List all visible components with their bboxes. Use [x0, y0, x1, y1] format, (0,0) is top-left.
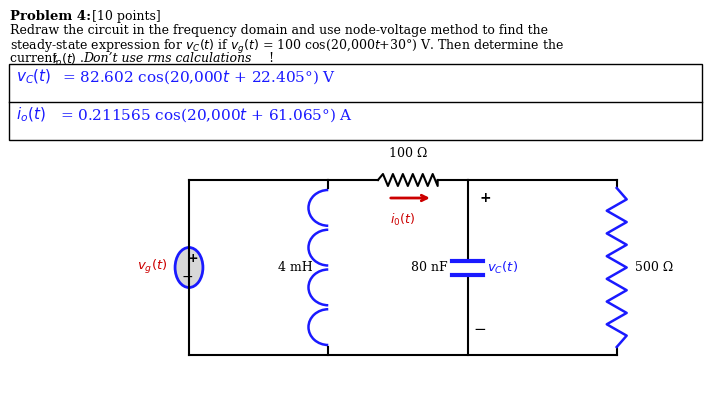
Text: $i_o(t)$: $i_o(t)$	[16, 106, 45, 125]
Text: +: +	[188, 252, 198, 265]
Text: $i_o(t)$: $i_o(t)$	[52, 52, 76, 68]
Text: Problem 4:: Problem 4:	[10, 10, 91, 23]
Text: $v_g(t)$: $v_g(t)$	[137, 258, 167, 276]
Text: = 0.211565 cos(20,000$t$ + 61.065°) A: = 0.211565 cos(20,000$t$ + 61.065°) A	[60, 106, 353, 124]
Text: $i_0(t)$: $i_0(t)$	[390, 212, 415, 228]
Text: Redraw the circuit in the frequency domain and use node-voltage method to find t: Redraw the circuit in the frequency doma…	[10, 24, 548, 37]
Text: [10 points]: [10 points]	[88, 10, 161, 23]
Text: 100 Ω: 100 Ω	[389, 147, 427, 160]
Text: $v_C(t)$: $v_C(t)$	[16, 68, 51, 86]
Text: Don’t use rms calculations: Don’t use rms calculations	[84, 52, 252, 65]
Text: 80 nF: 80 nF	[411, 261, 448, 274]
Text: .: .	[80, 52, 87, 65]
Text: current: current	[10, 52, 61, 65]
Text: = 82.602 cos(20,000$t$ + 22.405°) V: = 82.602 cos(20,000$t$ + 22.405°) V	[62, 68, 336, 86]
Text: −: −	[181, 269, 193, 284]
Text: −: −	[473, 322, 486, 337]
Text: !: !	[269, 52, 274, 65]
Text: $v_C(t)$: $v_C(t)$	[487, 259, 518, 276]
Text: 500 Ω: 500 Ω	[634, 261, 673, 274]
Ellipse shape	[175, 247, 203, 287]
Text: +: +	[480, 191, 491, 205]
Text: 4 mH: 4 mH	[278, 261, 312, 274]
Text: steady-state expression for $v_C(t)$ if $v_g(t)$ = 100 cos(20,000$t$+30°) V. The: steady-state expression for $v_C(t)$ if …	[10, 38, 564, 56]
